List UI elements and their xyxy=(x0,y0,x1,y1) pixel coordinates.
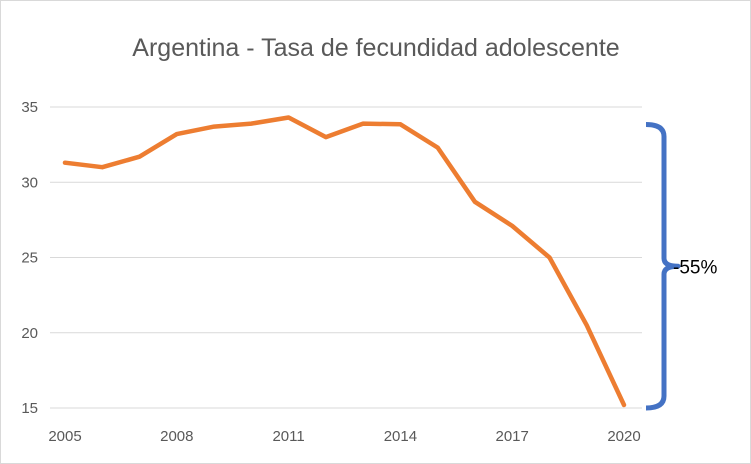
series-group xyxy=(62,115,627,408)
x-tick-label: 2011 xyxy=(272,428,304,445)
x-tick-label: 2020 xyxy=(607,428,640,445)
y-tick-label: 15 xyxy=(21,400,38,417)
series-line xyxy=(62,115,627,408)
bracket-shape xyxy=(645,122,681,411)
gridlines xyxy=(50,106,642,409)
chart-title: Argentina - Tasa de fecundidad adolescen… xyxy=(132,34,619,62)
x-axis-ticks: 2005 2008 2011 2014 2017 2020 xyxy=(48,428,640,445)
y-tick-label: 25 xyxy=(21,250,38,267)
y-axis-ticks: 15 20 25 30 35 xyxy=(21,99,38,417)
y-tick-label: 20 xyxy=(21,325,38,342)
x-tick-label: 2008 xyxy=(160,428,193,445)
y-tick-label: 35 xyxy=(21,99,38,116)
y-tick-label: 30 xyxy=(21,174,38,191)
x-tick-label: 2014 xyxy=(384,428,417,445)
x-tick-label: 2005 xyxy=(48,428,81,445)
change-bracket xyxy=(645,122,681,411)
change-annotation: -55% xyxy=(673,257,717,278)
x-tick-label: 2017 xyxy=(496,428,529,445)
